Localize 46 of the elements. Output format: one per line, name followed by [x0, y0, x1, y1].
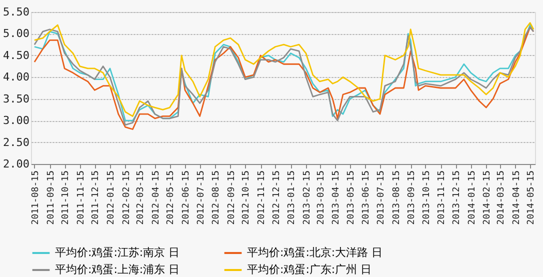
x-tick-label: 2012-07-15: [196, 170, 206, 225]
x-tick-label: 2013-06-15: [362, 170, 372, 225]
x-tick-label: 2013-07-15: [376, 170, 386, 225]
x-tick-label: 2011-10-15: [61, 170, 72, 225]
x-tick-label: 2011-09-15: [46, 170, 56, 225]
x-tick-label: 2013-03-15: [316, 170, 326, 225]
x-tick-label: 2013-08-15: [392, 170, 402, 225]
x-tick-label: 2012-03-15: [136, 170, 146, 225]
x-tick-label: 2013-12-15: [452, 170, 462, 225]
legend-label: 平均价:鸡蛋:上海:浦东 日: [55, 263, 180, 276]
x-tick-label: 2012-04-15: [151, 170, 162, 225]
y-tick-label: 4.50: [3, 48, 30, 62]
y-tick-label: 4.00: [3, 70, 30, 84]
x-tick-label: 2012-08-15: [212, 170, 222, 225]
x-tick-label: 2011-12-15: [91, 170, 102, 225]
x-tick-label: 2013-05-15: [346, 170, 356, 225]
x-tick-label: 2013-10-15: [422, 170, 432, 225]
x-tick-label: 2011-08-15: [30, 170, 41, 225]
x-tick-label: 2012-06-15: [182, 170, 192, 225]
x-tick-label: 2014-05-15: [526, 170, 537, 225]
x-tick-label: 2012-02-15: [122, 170, 132, 225]
x-tick-label: 2014-03-15: [496, 170, 506, 225]
x-tick-label: 2013-01-15: [287, 170, 298, 225]
legend-label: 平均价:鸡蛋:广东:广州 日: [247, 263, 372, 276]
x-tick-label: 2014-04-15: [512, 170, 522, 225]
x-tick-label: 2013-02-15: [302, 170, 312, 225]
y-tick-label: 3.00: [3, 114, 30, 128]
y-tick-label: 2.00: [3, 158, 30, 170]
x-tick-label: 2012-09-15: [226, 170, 237, 225]
legend-label: 平均价:鸡蛋:江苏:南京 日: [55, 246, 180, 259]
x-tick-label: 2014-02-15: [482, 170, 493, 225]
y-tick-label: 5.50: [3, 6, 30, 18]
x-tick-label: 2012-01-15: [106, 170, 116, 225]
x-tick-label: 2012-05-15: [166, 170, 176, 225]
x-tick-label: 2012-12-15: [272, 170, 282, 225]
x-tick-label: 2013-09-15: [407, 170, 418, 225]
y-tick-label: 3.50: [3, 92, 30, 106]
y-tick-label: 5.00: [3, 27, 30, 40]
x-tick-label: 2012-10-15: [242, 170, 252, 225]
x-tick-label: 2014-01-15: [467, 170, 478, 225]
x-tick-label: 2013-11-15: [437, 170, 448, 225]
x-tick-label: 2011-11-15: [76, 170, 86, 225]
x-tick-label: 2013-04-15: [332, 170, 342, 225]
y-tick-label: 2.50: [3, 136, 30, 149]
x-tick-label: 2012-11-15: [257, 170, 268, 225]
legend-label: 平均价:鸡蛋:北京:大洋路 日: [247, 246, 383, 259]
